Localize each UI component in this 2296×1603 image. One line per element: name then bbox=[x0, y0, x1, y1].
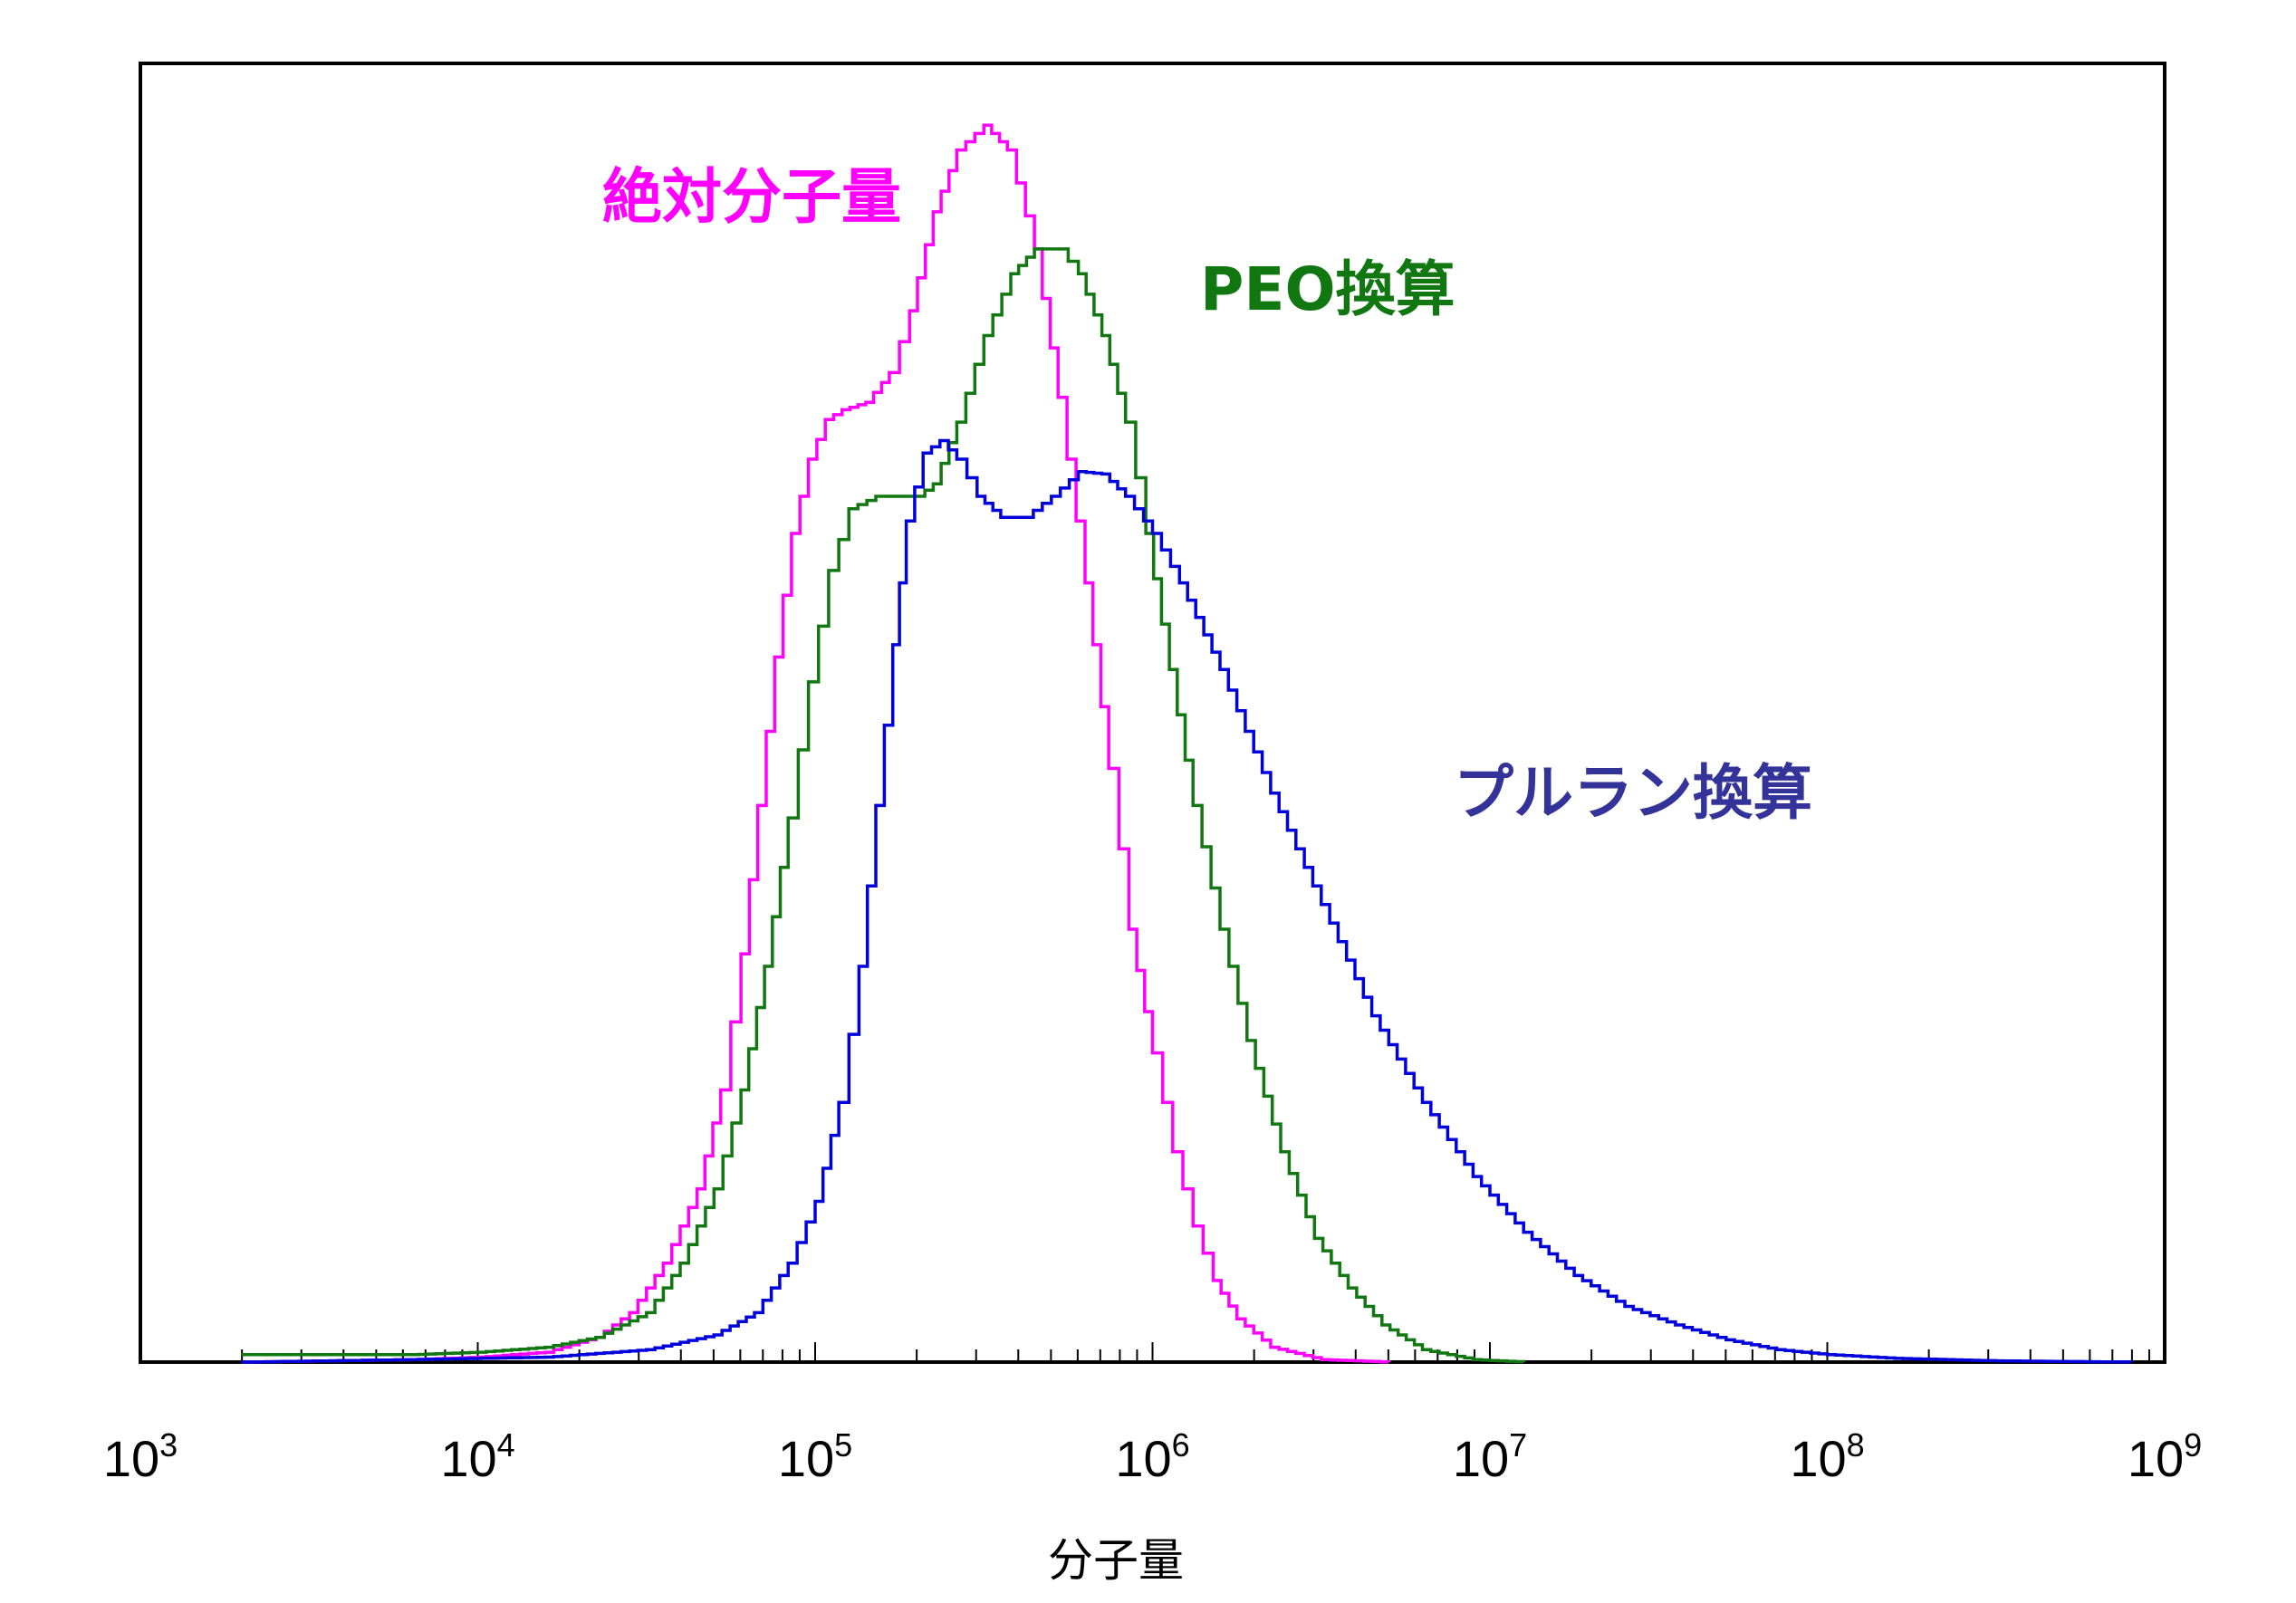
plot-frame bbox=[139, 62, 2166, 1364]
x-tick-label: 105 bbox=[778, 1426, 852, 1487]
series-peo bbox=[241, 247, 1525, 1364]
x-tick-labels: 103 104 105 106 107 108 109 bbox=[103, 1426, 2202, 1487]
x-tick-label: 104 bbox=[440, 1426, 514, 1487]
series-label-absolute: 絶対分子量 bbox=[602, 162, 901, 232]
x-tick-label: 108 bbox=[1790, 1426, 1864, 1487]
x-axis-title: 分子量 bbox=[1048, 1534, 1184, 1587]
x-tick-label: 103 bbox=[103, 1426, 178, 1487]
series-label-peo: PEO換算 bbox=[1200, 254, 1455, 324]
series-layer bbox=[241, 123, 2133, 1364]
x-tick-label: 107 bbox=[1453, 1426, 1527, 1487]
series-label-pullulan: プルラン換算 bbox=[1454, 758, 1812, 828]
x-tick-label: 109 bbox=[2128, 1426, 2202, 1487]
series-pullulan bbox=[241, 438, 2133, 1364]
x-tick-label: 106 bbox=[1115, 1426, 1189, 1487]
